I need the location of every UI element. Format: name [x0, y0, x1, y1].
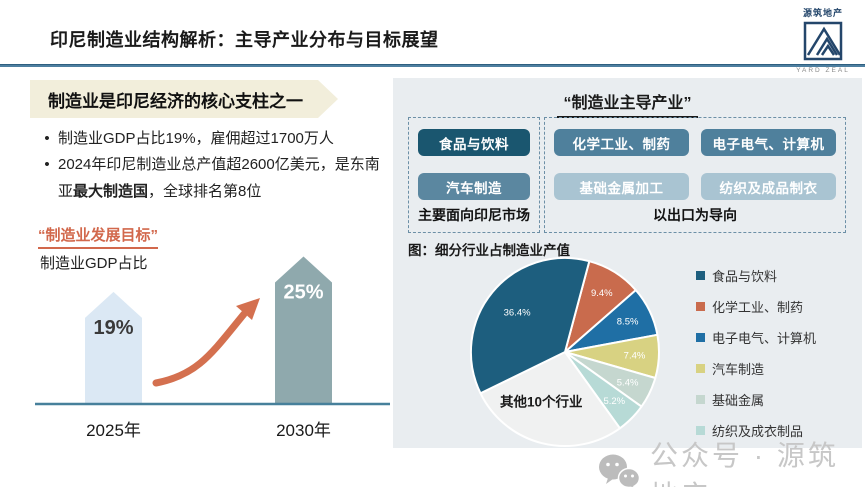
industry-pill: 电子电气、计算机	[701, 129, 836, 156]
bar-2025年	[85, 291, 142, 404]
company-logo: 源筑地产 YARD ZEAL	[791, 6, 855, 74]
export-market-box: 化学工业、制药 电子电气、计算机 基础金属加工 纺织及成品制衣 以出口为导向	[544, 117, 846, 233]
legend-swatch	[696, 332, 705, 342]
logo-text-cn: 源筑地产	[802, 8, 843, 18]
mountain-logo-icon	[803, 21, 843, 66]
bullet-item: • 制造业GDP占比19%，雇佣超过1700万人	[44, 130, 334, 147]
watermark: 公众号 · 源筑地产	[596, 434, 865, 487]
pie-legend: 食品与饮料化学工业、制药 电子电气、计算机 汽车制造基础金属纺织及成衣制品	[696, 266, 816, 452]
legend-swatch	[696, 425, 705, 435]
industry-pie-chart: 9.4% 8.5% 7.4% 5.4% 5.2% 其他10个行业 36.4%	[467, 254, 663, 455]
legend-item: 化学工业、制药	[696, 297, 816, 315]
pie-value-label: 8.5%	[617, 317, 639, 328]
growth-arrow-head	[236, 298, 260, 320]
pie-value-label: 9.4%	[591, 288, 613, 299]
legend-swatch	[696, 363, 705, 373]
legend-item: 电子电气、计算机	[696, 328, 816, 346]
industries-panel: “制造业主导产业” 食品与饮料 汽车制造 主要面向印尼市场 化学工业、制药 电子电气…	[393, 78, 862, 448]
bullet-list: • 制造业GDP占比19%，雇佣超过1700万人 • 2024年印尼制造业总产值超26…	[36, 126, 388, 205]
legend-item: 纺织及成衣制品	[696, 421, 816, 439]
gdp-bar-chart: 19% 2025年 25% 2030年	[30, 250, 395, 450]
header-divider	[0, 64, 865, 67]
pie-slice-其他10个行业	[479, 351, 621, 447]
legend-swatch	[696, 301, 705, 311]
legend-item: 基础金属	[696, 390, 816, 408]
bar-value-label: 25%	[283, 282, 323, 304]
domestic-box-caption: 主要面向印尼市场	[418, 207, 530, 223]
section-banner: 制造业是印尼经济的核心支柱之一	[30, 80, 338, 118]
wechat-icon	[596, 451, 642, 487]
bar-category-label: 2025年	[86, 421, 141, 440]
legend-item: 食品与饮料	[696, 266, 816, 284]
domestic-pill-group: 食品与饮料 汽车制造	[418, 129, 530, 200]
export-box-caption: 以出口为导向	[653, 207, 737, 223]
industry-pill: 化学工业、制药	[554, 129, 689, 156]
domestic-market-box: 食品与饮料汽车制造 主要面向印尼市场	[408, 117, 540, 233]
legend-swatch	[696, 270, 705, 280]
industry-pill: 食品与饮料	[418, 129, 530, 156]
growth-arrow-icon	[152, 310, 248, 387]
panel-heading: “制造业主导产业”	[393, 89, 862, 118]
industry-pill: 汽车制造	[418, 173, 530, 200]
bullet-item: • 2024年印尼制造业总产值超2600亿美元，是东南亚最大制造国，全球排名第8位	[44, 156, 380, 200]
industry-pill: 基础金属加工	[554, 173, 689, 200]
logo-text-en: YARD ZEAL	[796, 67, 850, 74]
pie-value-label: 36.4%	[504, 308, 531, 319]
pie-other-label: 其他10个行业	[500, 394, 583, 410]
page-title: 印尼制造业结构解析：主导产业分布与目标展望	[50, 30, 439, 50]
pie-slice-食品与饮料	[469, 256, 591, 395]
bar-2030年	[275, 256, 332, 404]
legend-item: 汽车制造	[696, 359, 816, 377]
watermark-text: 公众号 · 源筑地产	[650, 440, 839, 487]
industry-pill: 纺织及成品制衣	[701, 173, 836, 200]
pie-value-label: 5.2%	[603, 396, 625, 407]
legend-swatch	[696, 394, 705, 404]
pie-value-label: 7.4%	[624, 350, 646, 361]
export-pill-group: 化学工业、制药 电子电气、计算机 基础金属加工 纺织及成品制衣	[554, 129, 836, 200]
bar-value-label: 19%	[93, 317, 133, 339]
pie-chart-caption: 图：细分行业占制造业产值	[408, 243, 570, 258]
pie-value-label: 5.4%	[617, 377, 639, 388]
bar-category-label: 2030年	[276, 421, 331, 440]
bar-chart-label: 制造业GDP占比	[40, 255, 148, 272]
goal-heading: “制造业发展目标”	[38, 224, 159, 249]
